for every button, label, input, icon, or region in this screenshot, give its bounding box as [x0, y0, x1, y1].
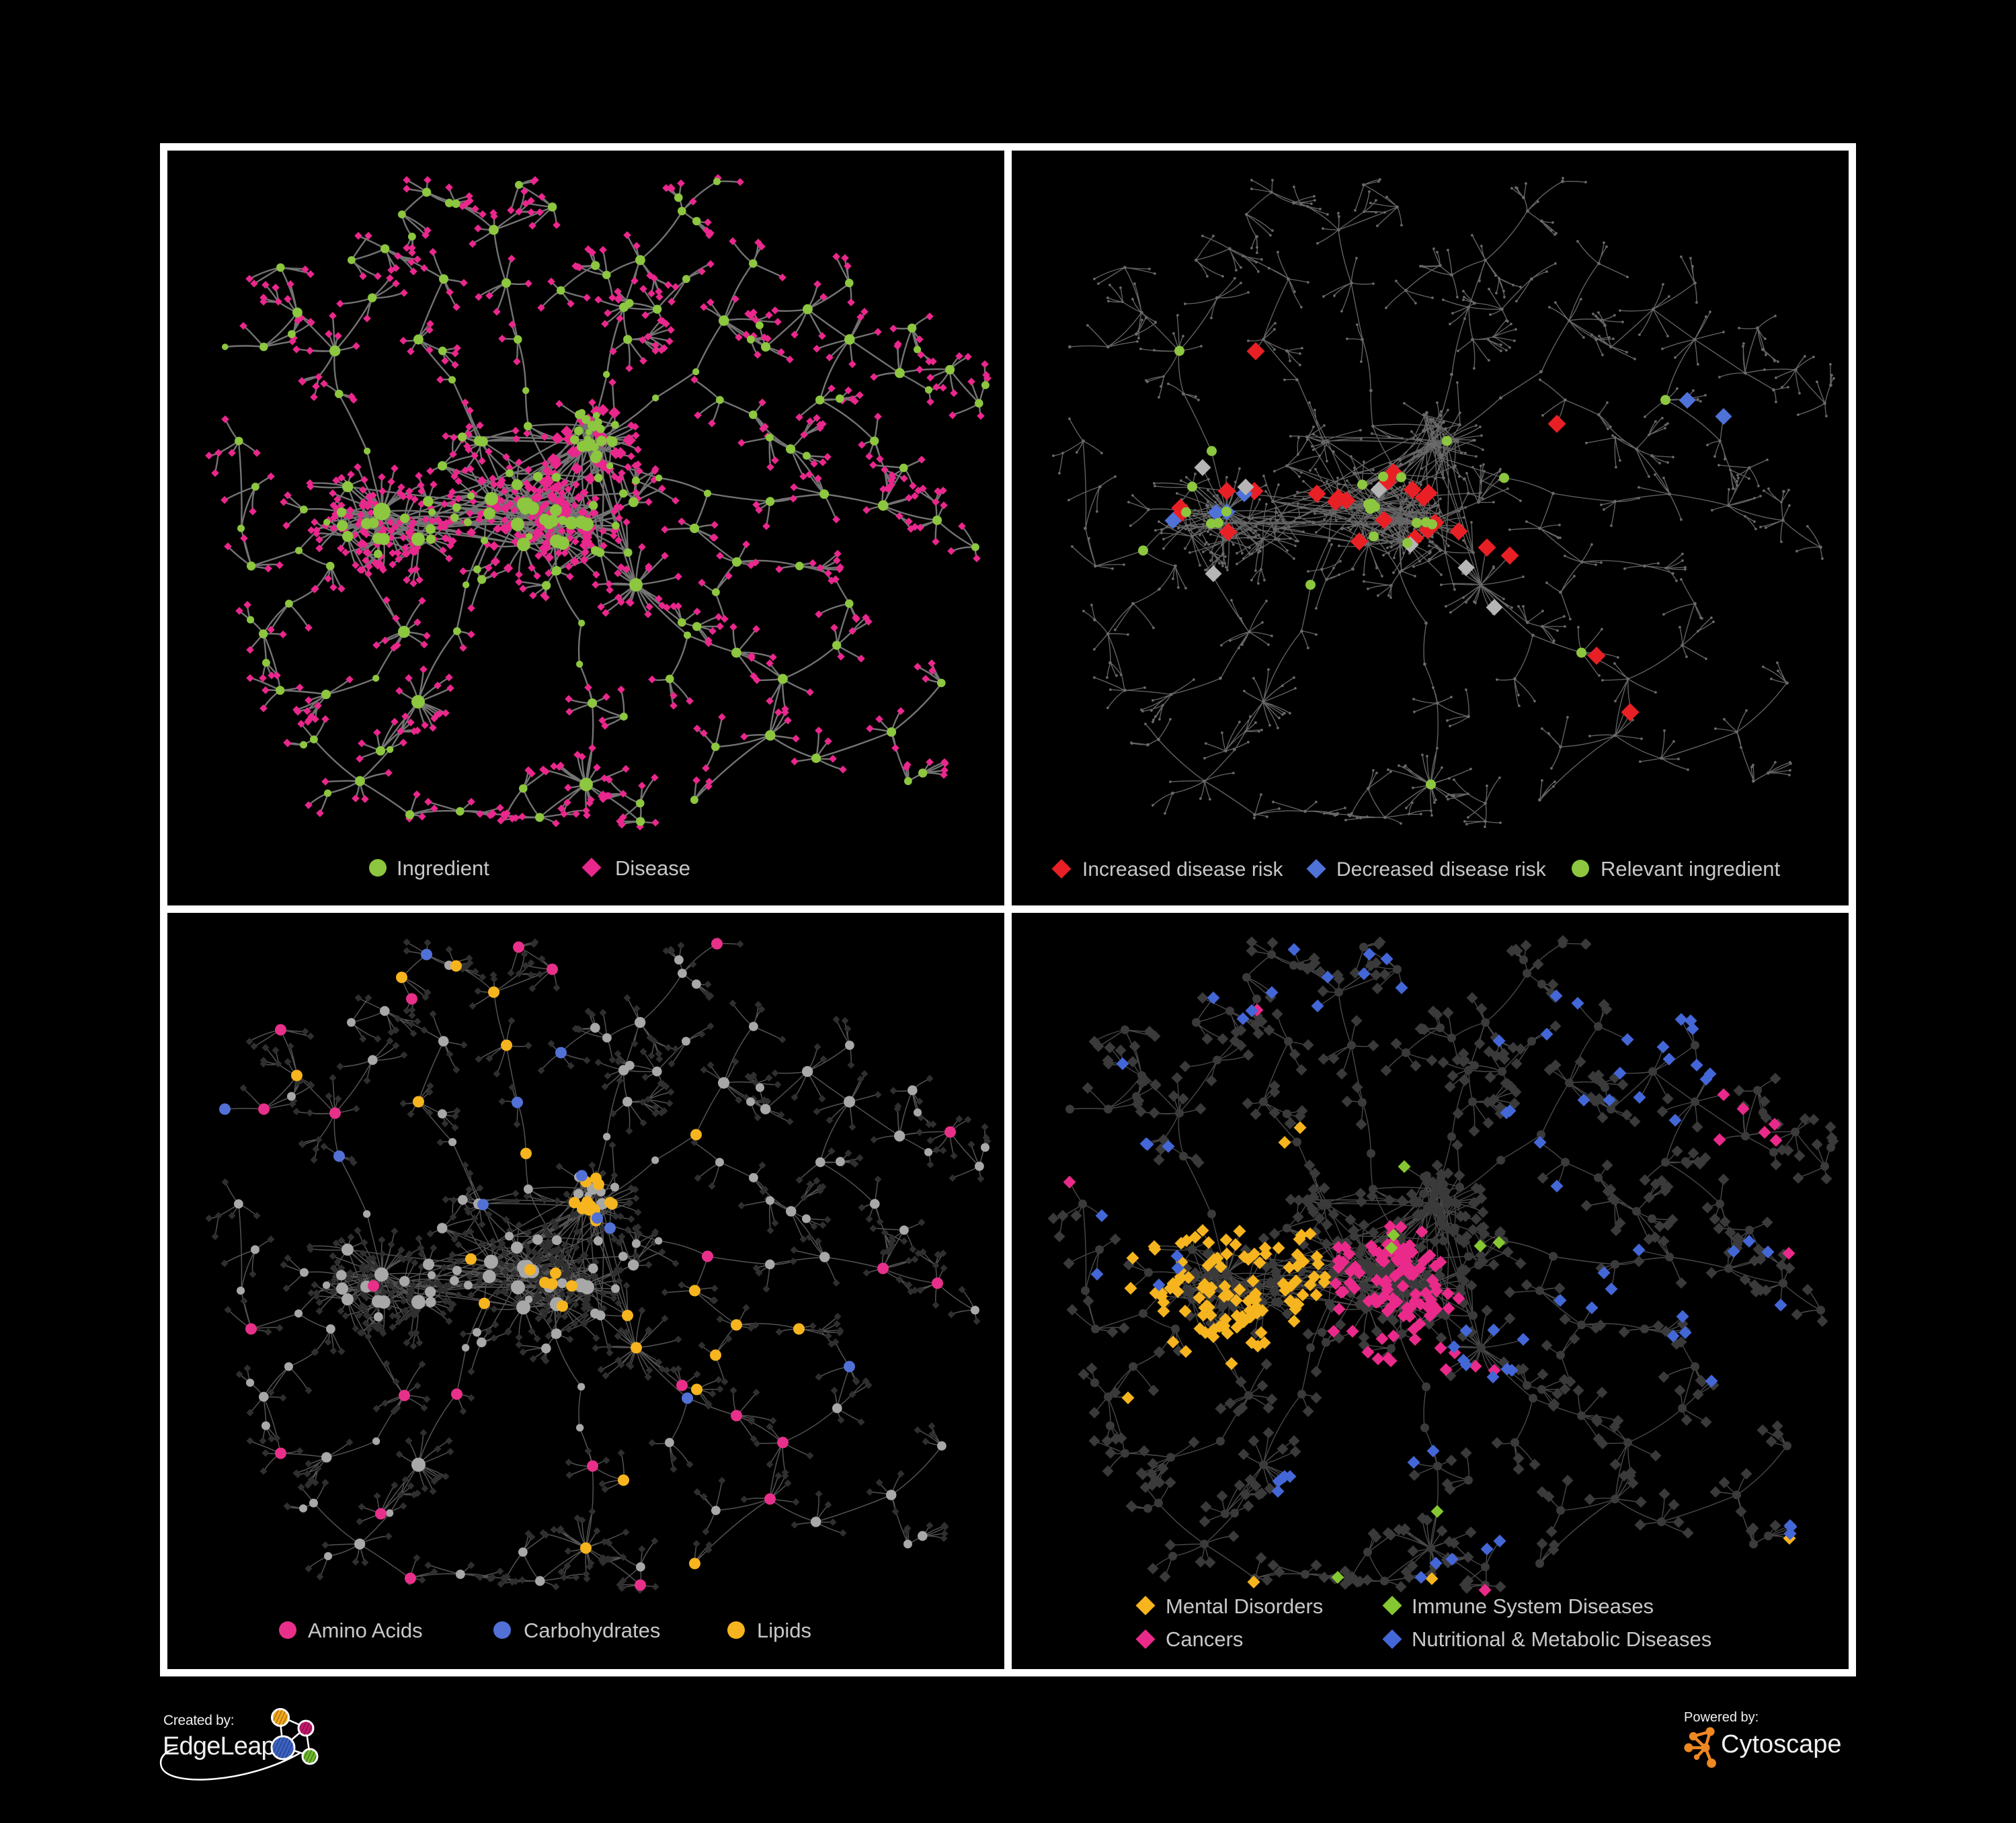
svg-text:Mental Disorders: Mental Disorders	[1166, 1594, 1323, 1618]
svg-text:Relevant ingredient: Relevant ingredient	[1601, 857, 1781, 881]
svg-text:Disease: Disease	[615, 856, 690, 880]
svg-text:Powered by:: Powered by:	[1684, 1710, 1759, 1725]
svg-text:Cytoscape: Cytoscape	[1721, 1730, 1842, 1758]
svg-text:Increased disease risk: Increased disease risk	[1082, 858, 1283, 881]
svg-text:Ingredient: Ingredient	[397, 856, 489, 880]
svg-text:Immune System Diseases: Immune System Diseases	[1412, 1594, 1654, 1618]
svg-text:Decreased disease risk: Decreased disease risk	[1336, 858, 1547, 881]
svg-text:Carbohydrates: Carbohydrates	[524, 1619, 660, 1642]
svg-text:Cancers: Cancers	[1166, 1627, 1243, 1651]
svg-text:Amino Acids: Amino Acids	[308, 1619, 423, 1642]
svg-text:EdgeLeap: EdgeLeap	[163, 1732, 275, 1760]
svg-text:Lipids: Lipids	[757, 1619, 811, 1642]
svg-text:Nutritional & Metabolic Diseas: Nutritional & Metabolic Diseases	[1412, 1627, 1711, 1651]
svg-text:Created by:: Created by:	[163, 1713, 234, 1728]
